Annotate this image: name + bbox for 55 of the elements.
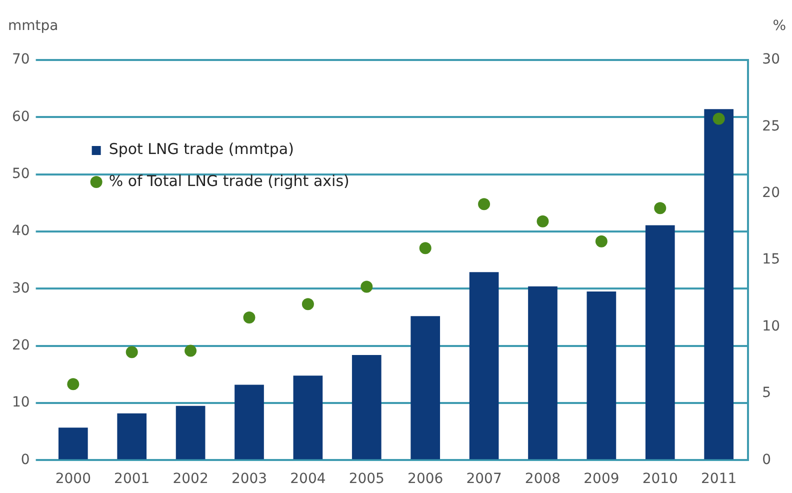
y2-tick-label: 30 [762,52,780,68]
y2-axis-title: % [772,18,786,34]
y-tick-label: 20 [12,338,30,354]
point [419,242,432,254]
legend-label: % of Total LNG trade (right axis) [108,172,350,190]
bar [469,272,499,460]
x-tick-label: 2002 [172,471,208,488]
y-tick-label: 40 [12,223,30,240]
x-tick-label: 2011 [701,471,737,488]
bar [704,109,734,460]
bar [586,292,616,460]
x-tick-label: 2000 [55,471,91,488]
bar [410,316,440,460]
y2-tick-label: 25 [762,118,780,134]
point [243,311,256,324]
bar [117,413,147,460]
point [536,215,549,228]
y-axis-title: mmtpa [8,18,58,34]
point [595,235,608,248]
point [478,198,490,210]
point [712,112,725,125]
legend-label: Spot LNG trade (mmtpa) [108,140,294,158]
x-tick-label: 2004 [290,471,326,488]
point [67,378,80,390]
y-tick-label: 50 [12,166,30,182]
y2-tick-label: 20 [762,185,780,202]
bar [176,406,206,460]
x-tick-label: 2008 [524,471,561,488]
y-tick-label: 10 [12,394,30,411]
y-tick-label: 60 [12,108,30,125]
x-tick-label: 2007 [466,471,502,488]
y-tick-label: 70 [12,52,30,68]
x-tick-label: 2006 [408,471,444,488]
y-tick-label: 0 [20,452,30,468]
y2-tick-label: 0 [762,452,772,468]
bar [234,384,264,460]
x-tick-label: 2005 [348,471,384,488]
y2-tick-label: 15 [762,252,780,268]
bar [293,376,323,460]
point [126,346,138,358]
bar [645,225,675,460]
point [184,344,197,357]
x-tick-label: 2010 [642,471,678,488]
x-tick-label: 2009 [584,471,620,488]
point [360,280,373,293]
y2-tick-label: 10 [762,318,780,334]
y-tick-label: 30 [12,280,30,296]
point [654,202,666,214]
x-tick-label: 2001 [114,471,150,488]
bar [528,286,558,460]
x-tick-label: 2003 [231,471,268,488]
bar [58,428,88,460]
y2-tick-label: 5 [762,385,772,402]
point [302,298,314,310]
bar [352,355,382,460]
